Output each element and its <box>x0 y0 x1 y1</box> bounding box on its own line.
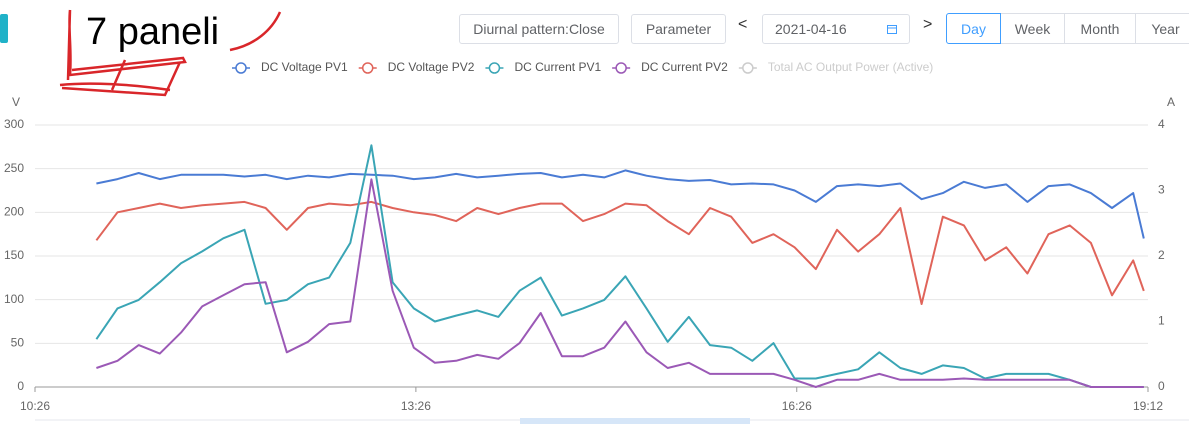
zoom-slider[interactable] <box>520 418 750 424</box>
y-tick-label: 300 <box>4 117 24 131</box>
legend-label: DC Voltage PV1 <box>261 60 348 74</box>
series-line <box>96 178 1144 388</box>
x-tick-label: 19:12 <box>1133 399 1163 413</box>
annotation: 7 paneli <box>86 11 219 53</box>
y2-tick-label: 4 <box>1158 117 1165 131</box>
y2-tick-label: 1 <box>1158 314 1165 328</box>
period-button[interactable]: Year <box>1135 13 1189 44</box>
side-tab <box>0 14 8 43</box>
series-line <box>95 144 1144 388</box>
legend-label: DC Current PV2 <box>641 60 728 74</box>
legend-label: DC Current PV1 <box>514 60 601 74</box>
parameter-button[interactable]: Parameter <box>631 14 726 44</box>
series-line <box>95 200 1145 305</box>
calendar-icon <box>887 25 897 34</box>
x-tick-label: 13:26 <box>401 399 431 413</box>
period-button[interactable]: Month <box>1064 13 1136 44</box>
period-button[interactable]: Day <box>946 13 1001 44</box>
legend-symbol <box>742 62 754 74</box>
y-tick-label: 250 <box>4 161 24 175</box>
period-button[interactable]: Week <box>1000 13 1065 44</box>
legend-label: DC Voltage PV2 <box>388 60 475 74</box>
date-input[interactable]: 2021-04-16 <box>762 14 910 44</box>
y2-tick-label: 3 <box>1158 183 1165 197</box>
prev-button[interactable]: < <box>738 16 748 33</box>
pattern-button[interactable]: Diurnal pattern:Close <box>459 14 619 44</box>
date-text: 2021-04-16 <box>775 21 847 37</box>
legend-symbol <box>361 62 374 74</box>
annotation-scribble <box>59 9 282 97</box>
y2-tick-label: 0 <box>1158 379 1165 393</box>
legend-symbol <box>615 62 627 74</box>
y2-axis-label: A <box>1167 95 1175 109</box>
y-tick-label: 0 <box>17 379 24 393</box>
y-tick-label: 100 <box>4 292 24 306</box>
next-button[interactable]: > <box>923 16 933 33</box>
y-tick-label: 150 <box>4 248 24 262</box>
y2-tick-label: 2 <box>1158 248 1165 262</box>
x-tick-label: 10:26 <box>20 399 50 413</box>
legend-symbol <box>235 62 247 74</box>
y-tick-label: 50 <box>11 336 25 350</box>
legend-label: Total AC Output Power (Active) <box>768 60 933 74</box>
x-tick-label: 16:26 <box>782 399 812 413</box>
y-axis-label: V <box>12 95 20 109</box>
series-line <box>96 169 1145 239</box>
y-tick-label: 200 <box>4 205 24 219</box>
legend-symbol <box>488 62 501 74</box>
